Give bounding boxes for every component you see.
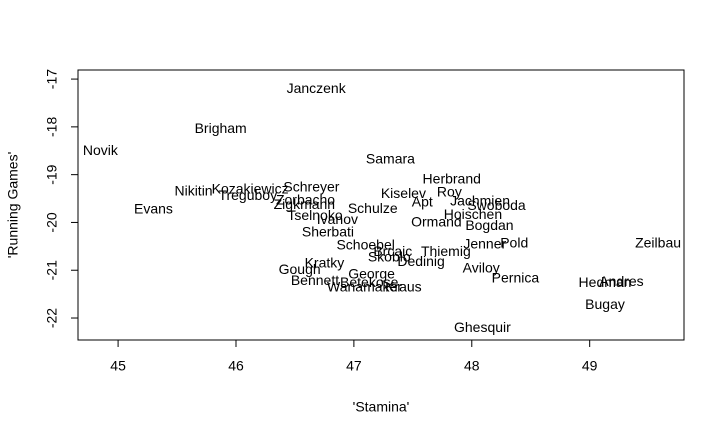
point-label: Schulze — [348, 200, 398, 216]
point-label: Skoblo — [368, 249, 411, 265]
x-axis-label: 'Stamina' — [353, 399, 410, 415]
point-label: Zeilbau — [635, 235, 681, 251]
point-label: Kiselev — [381, 185, 426, 201]
point-label: Schoebel — [336, 237, 394, 253]
x-tick-label: 46 — [228, 358, 244, 374]
y-tick-label: -21 — [44, 260, 60, 280]
point-label: Novik — [83, 142, 119, 158]
point-label: Roy — [437, 184, 462, 200]
point-label: Dedinig — [397, 253, 444, 269]
point-label: Herbrand — [423, 171, 481, 187]
point-label: Zorbacho — [276, 192, 335, 208]
point-label: Schreyer — [283, 179, 339, 195]
y-tick-label: -19 — [44, 164, 60, 184]
x-tick-label: 45 — [110, 358, 126, 374]
point-label: Bogdan — [465, 217, 513, 233]
point-label: Thiemig — [421, 243, 471, 259]
point-label: Pold — [500, 235, 528, 251]
point-label: Kozakiewicz — [212, 181, 289, 197]
point-label: Tselnoko — [287, 207, 342, 223]
point-label: Aviloy — [463, 259, 500, 275]
x-tick-label: 49 — [582, 358, 598, 374]
point-label: Ghesquir — [454, 319, 511, 335]
y-axis-label: 'Running Games' — [5, 152, 21, 259]
x-tick-label: 48 — [464, 358, 480, 374]
point-label: Apt — [412, 194, 433, 210]
point-label: Hoischen — [444, 206, 502, 222]
y-tick-label: -18 — [44, 117, 60, 137]
point-label: Ivanov — [317, 211, 358, 227]
point-label: Brcaic — [373, 243, 412, 259]
point-label: Jenner — [463, 236, 506, 252]
point-label: Bugay — [585, 296, 625, 312]
point-label: Zigkmann — [274, 196, 335, 212]
point-label: Janczenk — [287, 80, 347, 96]
y-tick-label: -20 — [44, 212, 60, 232]
point-label: Pernica — [492, 270, 540, 286]
point-label: Kratky — [305, 255, 345, 271]
point-label: Sherbati — [302, 224, 354, 240]
point-label: Ormand — [411, 214, 462, 230]
point-label: Bennett — [291, 272, 339, 288]
point-label: Evans — [134, 201, 173, 217]
x-tick-label: 47 — [346, 358, 362, 374]
point-label: Kraus — [385, 279, 422, 295]
point-label: Nikitin — [174, 183, 212, 199]
point-label: George — [348, 266, 395, 282]
point-label: Andres — [599, 273, 643, 289]
point-label: Brigham — [195, 120, 247, 136]
point-label: Betekose — [340, 274, 399, 290]
y-tick-label: -17 — [44, 69, 60, 89]
point-label: Treguboy — [218, 187, 277, 203]
point-label: Samara — [366, 151, 415, 167]
point-label: Wanamaker — [327, 279, 402, 295]
point-label: Jachmien — [450, 193, 510, 209]
point-label: Hedman — [579, 274, 632, 290]
point-label: Gough — [279, 261, 321, 277]
y-tick-label: -22 — [44, 308, 60, 328]
point-label: Swoboda — [467, 197, 526, 213]
